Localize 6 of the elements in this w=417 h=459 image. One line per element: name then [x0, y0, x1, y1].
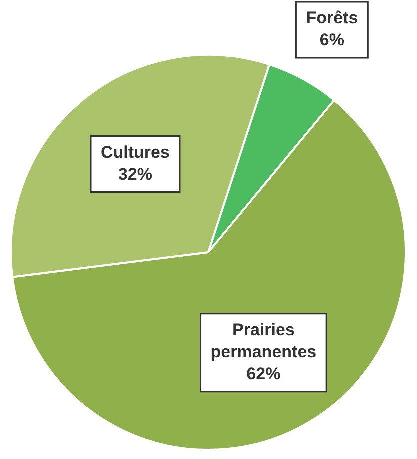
slice-label: Cultures — [101, 142, 170, 162]
data-label: 62% — [246, 364, 281, 384]
slice-label: Forêts — [306, 8, 358, 28]
data-label: 6% — [320, 30, 344, 50]
slice-label: Prairies permanentes — [210, 320, 317, 362]
data-label: 32% — [118, 164, 152, 184]
